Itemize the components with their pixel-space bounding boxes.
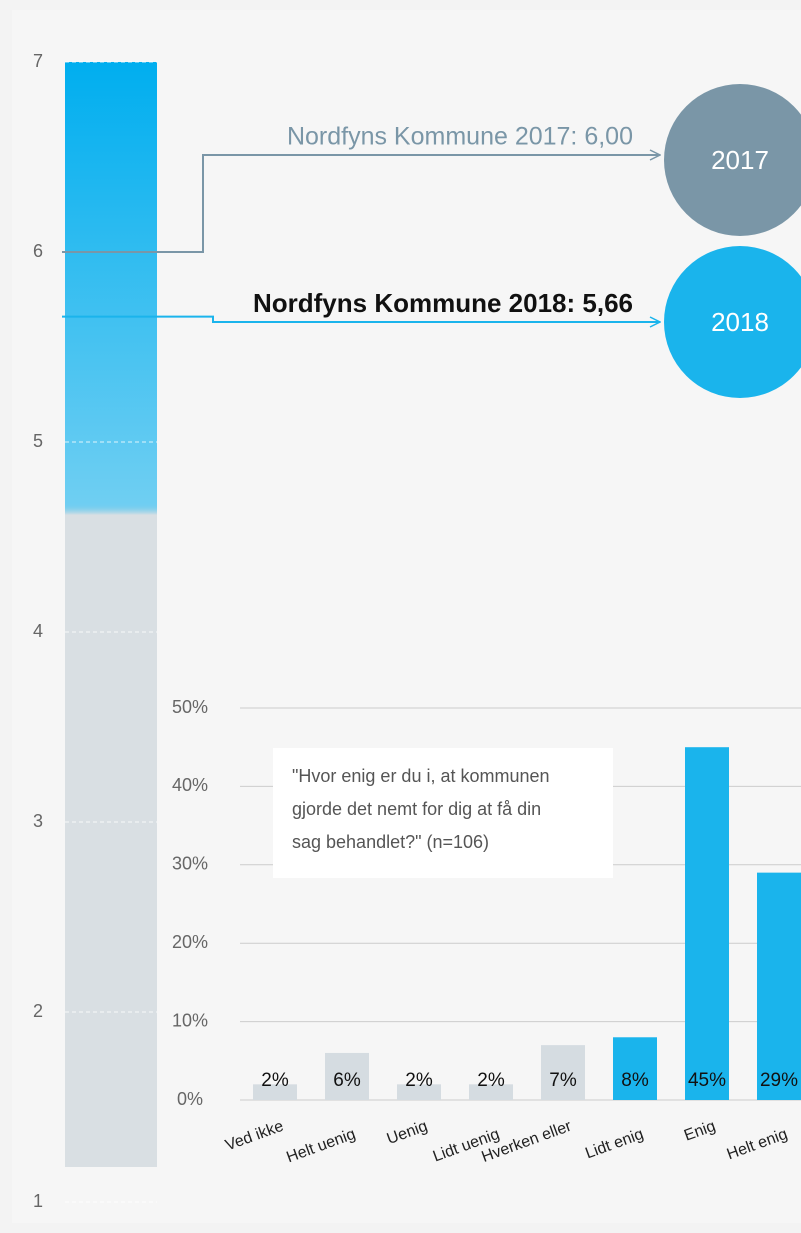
marker-label: Nordfyns Kommune 2018: 5,66 [253,288,633,318]
y-tick-label: 50% [172,697,208,717]
marker-label: Nordfyns Kommune 2017: 6,00 [287,123,633,151]
annotation-line: "Hvor enig er du i, at kommunen [292,766,550,786]
bar [613,1037,657,1100]
gauge-tick-label: 3 [33,811,43,831]
bar [541,1045,585,1100]
y-tick-label: 0% [177,1089,203,1109]
y-tick-label: 30% [172,854,208,874]
y-tick-label: 40% [172,775,208,795]
annotation-line: gjorde det nemt for dig at få din [292,799,541,819]
bar [757,872,801,1100]
gauge-marker [62,315,660,322]
bar [253,1084,297,1100]
gauge-bar [65,62,157,1167]
value-label: 29% [760,1070,798,1091]
year-badge [664,246,801,398]
annotation-line: sag behandlet?" (n=106) [292,832,489,852]
bar [685,747,729,1100]
gauge-tick-label: 6 [33,241,43,261]
gauge-tick-label: 7 [33,51,43,71]
value-label: 45% [688,1070,726,1091]
gauge-tick-label: 2 [33,1001,43,1021]
value-label: 2% [477,1070,505,1091]
value-label: 2% [261,1070,289,1091]
bar [397,1084,441,1100]
value-label: 7% [549,1070,577,1091]
gauge-tick-label: 5 [33,431,43,451]
gauge-tick-label: 1 [33,1191,43,1211]
annotation-box [273,748,613,878]
value-label: 2% [405,1070,433,1091]
gauge-marker [62,155,660,253]
bar [469,1084,513,1100]
y-tick-label: 10% [172,1010,208,1030]
y-tick-label: 20% [172,932,208,952]
gauge-tick-label: 4 [33,621,43,641]
year-badge [664,84,801,236]
value-label: 8% [621,1070,649,1091]
value-label: 6% [333,1070,361,1091]
bar [325,1052,369,1100]
year-badge-label: 2017 [711,145,769,175]
year-badge-label: 2018 [711,307,769,337]
